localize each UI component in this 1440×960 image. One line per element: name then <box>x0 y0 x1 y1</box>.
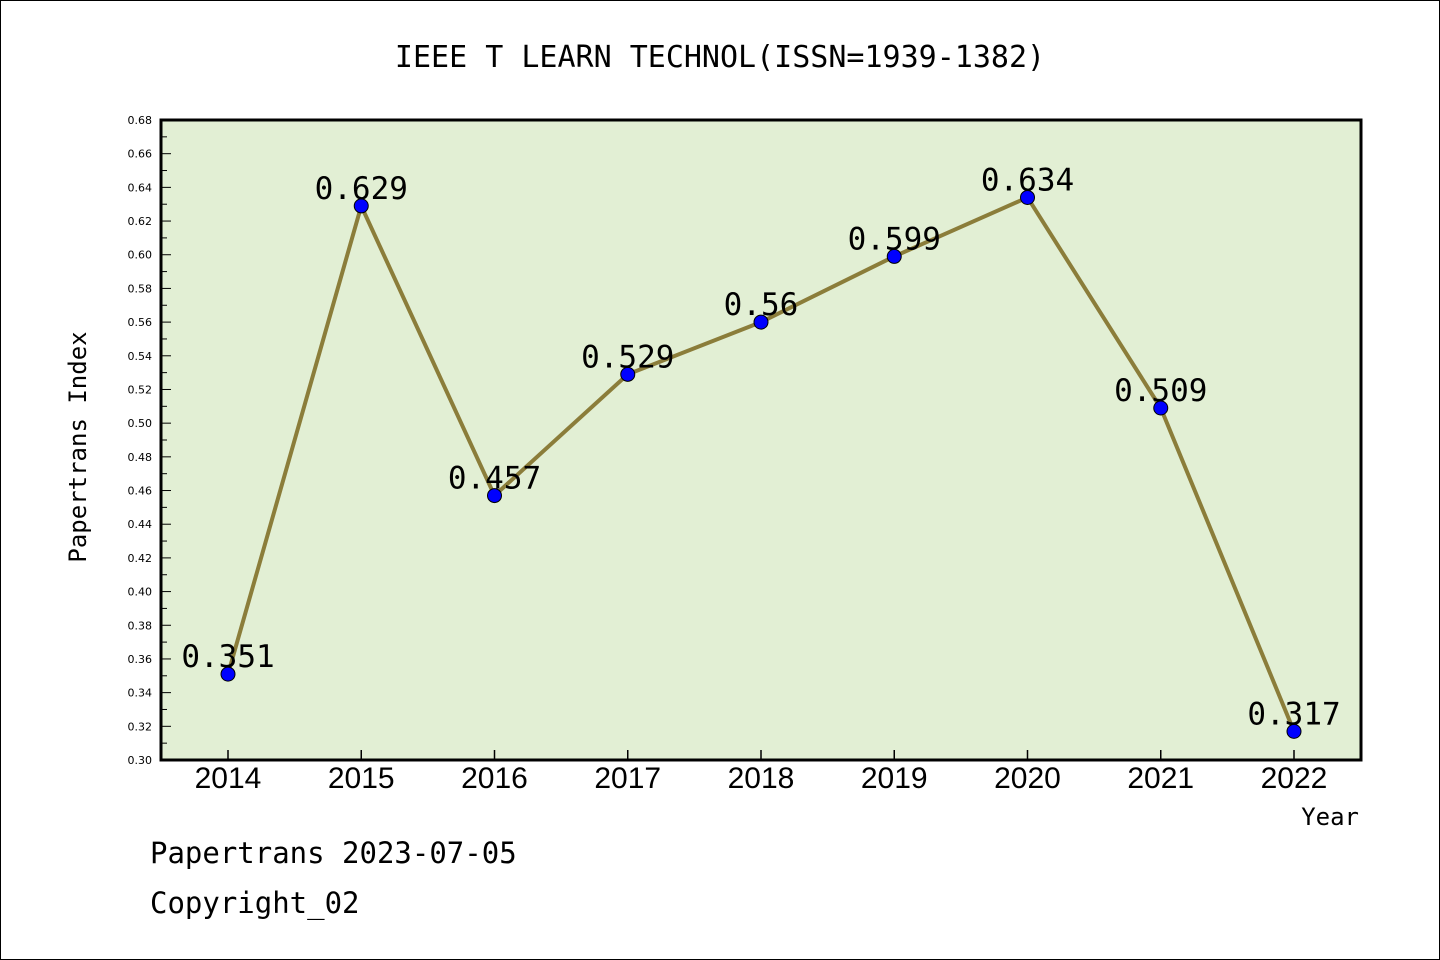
x-tick-label: 2019 <box>861 762 928 795</box>
data-point <box>487 488 502 504</box>
y-axis-label: Papertrans Index <box>64 331 92 562</box>
x-tick-label: 2014 <box>195 762 262 795</box>
y-tick-label: 0.44 <box>128 518 153 531</box>
y-tick-label: 0.36 <box>128 653 153 666</box>
plot-area <box>159 118 1363 762</box>
x-axis: 2014 2015 2016 2017 2018 2019 2020 2021 2022 <box>195 750 1328 795</box>
data-label: 0.56 <box>724 287 799 323</box>
x-tick-label: 2021 <box>1127 762 1194 795</box>
data-label: 0.599 <box>848 221 941 257</box>
y-tick-label: 0.32 <box>128 720 153 733</box>
data-point <box>753 314 769 330</box>
data-labels: 0.351 0.629 0.457 0.529 0.56 0.599 0.634 0.509 0… <box>181 162 1340 732</box>
x-tick-label: 2022 <box>1261 762 1328 795</box>
data-label: 0.634 <box>981 162 1074 198</box>
y-tick-label: 0.34 <box>128 687 153 700</box>
y-tick-label: 0.30 <box>128 754 153 767</box>
y-tick-label: 0.40 <box>128 586 153 599</box>
data-markers <box>220 189 1302 739</box>
y-tick-label: 0.58 <box>128 282 153 295</box>
data-label: 0.317 <box>1247 696 1340 732</box>
y-tick-label: 0.54 <box>128 350 153 363</box>
y-tick-label: 0.38 <box>128 619 153 632</box>
y-tick-label: 0.60 <box>128 249 153 262</box>
y-tick-label: 0.46 <box>128 485 153 498</box>
y-tick-label: 0.66 <box>128 148 153 161</box>
x-axis-label: Year <box>1301 803 1359 831</box>
y-axis: 0.30 0.32 0.34 0.36 0.38 0.40 0.42 0.44 0.46 0.48… <box>128 114 171 767</box>
data-label: 0.351 <box>181 639 274 675</box>
x-tick-label: 2018 <box>728 762 795 795</box>
data-point <box>1286 723 1302 739</box>
x-tick-label: 2015 <box>328 762 395 795</box>
data-point <box>1020 189 1035 205</box>
y-tick-label: 0.64 <box>128 181 153 194</box>
y-tick-label: 0.56 <box>128 316 153 329</box>
data-label: 0.529 <box>581 339 674 375</box>
chart-title: IEEE T LEARN TECHNOL(ISSN=1939-1382) <box>395 40 1045 75</box>
x-tick-label: 2020 <box>994 762 1061 795</box>
data-label: 0.509 <box>1114 373 1207 409</box>
data-label: 0.457 <box>448 461 541 497</box>
footer-copyright: Copyright_02 <box>150 886 360 920</box>
x-tick-label: 2017 <box>594 762 661 795</box>
data-point <box>620 366 636 382</box>
data-label: 0.629 <box>315 171 408 207</box>
footer-date: Papertrans 2023-07-05 <box>150 836 517 870</box>
data-point <box>886 248 902 264</box>
y-tick-label: 0.68 <box>128 114 153 127</box>
y-tick-label: 0.62 <box>128 215 153 228</box>
x-tick-label: 2016 <box>461 762 528 795</box>
y-tick-label: 0.50 <box>128 417 153 430</box>
data-point <box>1153 400 1169 416</box>
data-point <box>353 198 369 214</box>
y-tick-label: 0.52 <box>128 383 153 396</box>
y-tick-label: 0.42 <box>128 552 153 565</box>
data-point <box>220 666 236 682</box>
y-tick-label: 0.48 <box>128 451 153 464</box>
